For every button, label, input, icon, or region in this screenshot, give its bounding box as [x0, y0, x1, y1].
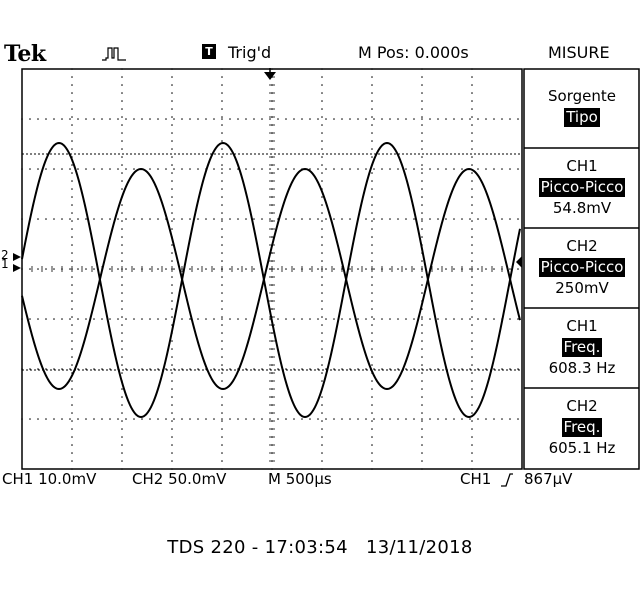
menu-item-value: 250mV: [555, 279, 609, 297]
menu-item-highlight: Freq.: [561, 418, 603, 437]
rising-edge-icon: [501, 473, 513, 487]
footer-time: 17:03:54: [264, 537, 348, 558]
menu-item-highlight: Picco-Picco: [538, 178, 626, 197]
footer-separator: -: [245, 537, 265, 558]
horizontal-position: M Pos: 0.000s: [358, 43, 469, 62]
trigger-level-icon: [516, 256, 522, 268]
graticule-grid: [21, 68, 523, 470]
ch1-scale: CH1 10.0mV: [2, 470, 97, 488]
trigger-status-icon: T: [202, 44, 216, 59]
brand-logo: Tek: [4, 41, 46, 67]
menu-item-value: 608.3 Hz: [548, 359, 616, 377]
trigger-position-icon: [264, 72, 276, 80]
menu-item-ch2-peak[interactable]: CH2 Picco-Picco 250mV: [524, 236, 640, 299]
menu-item-label: CH2: [566, 237, 598, 255]
menu-item-label: CH1: [566, 317, 598, 335]
ch1-ground-marker: 1: [1, 257, 9, 271]
trigger-level: 867µV: [524, 470, 573, 488]
menu-item-source-type[interactable]: Sorgente Tipo: [524, 86, 640, 128]
menu-frame: [523, 68, 640, 470]
menu-item-highlight: Tipo: [564, 108, 600, 127]
menu-item-label: CH2: [566, 397, 598, 415]
menu-item-value: 605.1 Hz: [548, 439, 616, 457]
status-bottom-bar: CH1 10.0mV CH2 50.0mV M 500µs CH1 867µV: [0, 470, 640, 492]
status-top-bar: Tek T Trig'd M Pos: 0.000s MISURE: [0, 40, 640, 68]
footer-model: TDS 220: [167, 537, 246, 558]
ch1-trace: [21, 167, 521, 391]
menu-item-ch1-peak[interactable]: CH1 Picco-Picco 54.8mV: [524, 156, 640, 219]
menu-item-ch1-freq[interactable]: CH1 Freq. 608.3 Hz: [524, 316, 640, 379]
timebase: M 500µs: [268, 470, 332, 488]
menu-item-highlight: Freq.: [561, 338, 603, 357]
menu-title: MISURE: [548, 43, 610, 62]
menu-item-ch2-freq[interactable]: CH2 Freq. 605.1 Hz: [524, 396, 640, 459]
menu-item-value: 54.8mV: [552, 199, 612, 217]
trigger-status-label: Trig'd: [228, 43, 272, 62]
trigger-source: CH1: [460, 470, 492, 488]
ch2-trace: [21, 141, 521, 419]
reference-lines: [22, 153, 522, 371]
ch2-scale: CH2 50.0mV: [132, 470, 227, 488]
menu-item-highlight: Picco-Picco: [538, 258, 626, 277]
acquire-mode-icon: [102, 47, 126, 61]
footer-date: 13/11/2018: [365, 537, 473, 558]
capture-footer: TDS 220 - 17:03:54 13/11/2018: [0, 537, 640, 558]
menu-item-label: Sorgente: [548, 87, 616, 105]
ch1-level-arrow: [13, 264, 21, 272]
ch2-ground-marker: 2: [1, 248, 9, 262]
ch2-level-arrow: [13, 253, 21, 261]
menu-item-label: CH1: [566, 157, 598, 175]
